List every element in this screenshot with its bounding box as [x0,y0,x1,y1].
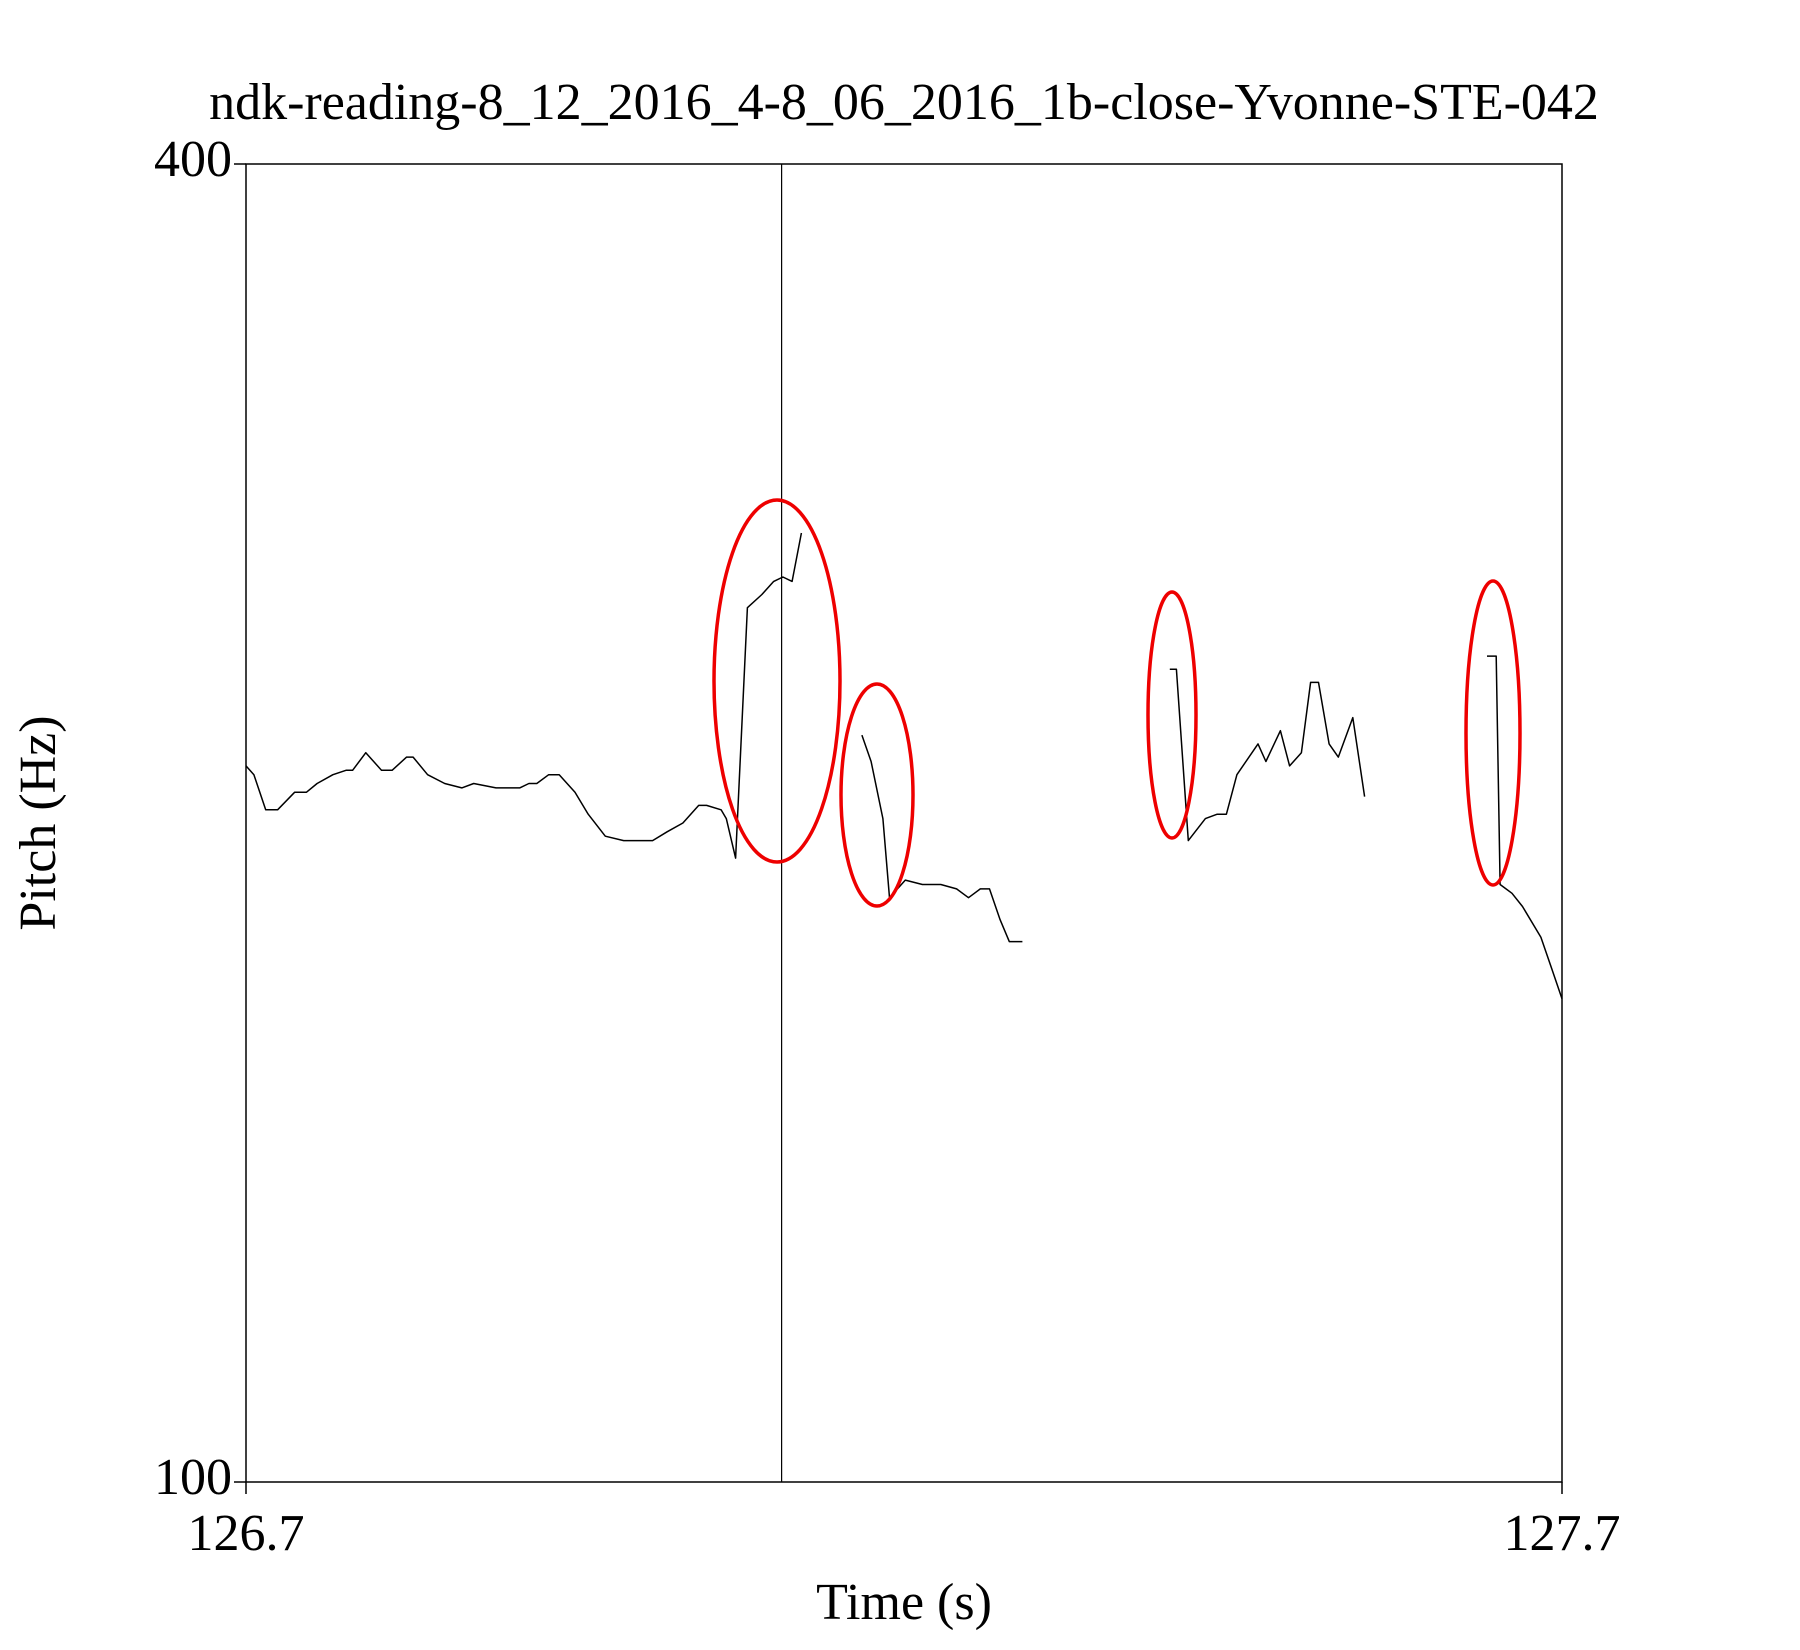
highlight-ellipse [1464,579,1522,887]
x-tick-label: 127.7 [1504,1505,1621,1562]
y-axis-label: Pitch (Hz) [10,715,67,930]
y-tick-label: 100 [154,1449,232,1506]
pitch-line [245,532,1563,999]
plot-frame [245,163,1563,1483]
chart-title: ndk-reading-8_12_2016_4-8_06_2016_1b-clo… [209,74,1599,131]
highlight-ellipse [1146,590,1198,840]
x-axis-label: Time (s) [816,1574,992,1631]
highlight-ellipse [712,498,842,864]
y-tick-label: 400 [154,131,232,188]
highlight-ellipse [839,682,915,908]
highlight-ellipses [712,498,1522,908]
x-tick-label: 126.7 [188,1505,305,1562]
